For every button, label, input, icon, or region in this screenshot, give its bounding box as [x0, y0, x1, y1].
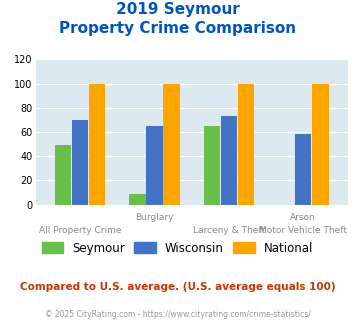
Text: Burglary: Burglary	[135, 213, 174, 222]
Text: 2019 Seymour: 2019 Seymour	[116, 2, 239, 16]
Text: Compared to U.S. average. (U.S. average equals 100): Compared to U.S. average. (U.S. average …	[20, 282, 335, 292]
Text: All Property Crime: All Property Crime	[39, 226, 121, 235]
Text: Property Crime Comparison: Property Crime Comparison	[59, 21, 296, 36]
Bar	[72, 120, 88, 205]
Bar	[221, 116, 237, 205]
Bar	[163, 83, 180, 205]
Bar	[295, 134, 311, 205]
Text: Motor Vehicle Theft: Motor Vehicle Theft	[259, 226, 347, 235]
Bar	[55, 145, 71, 205]
Text: Larceny & Theft: Larceny & Theft	[193, 226, 265, 235]
Bar	[204, 126, 220, 205]
Bar	[238, 83, 254, 205]
Bar	[129, 194, 146, 205]
Legend: Seymour, Wisconsin, National: Seymour, Wisconsin, National	[37, 237, 318, 259]
Text: Arson: Arson	[290, 213, 316, 222]
Bar	[312, 83, 329, 205]
Bar	[146, 126, 163, 205]
Text: © 2025 CityRating.com - https://www.cityrating.com/crime-statistics/: © 2025 CityRating.com - https://www.city…	[45, 310, 310, 319]
Bar	[89, 83, 105, 205]
